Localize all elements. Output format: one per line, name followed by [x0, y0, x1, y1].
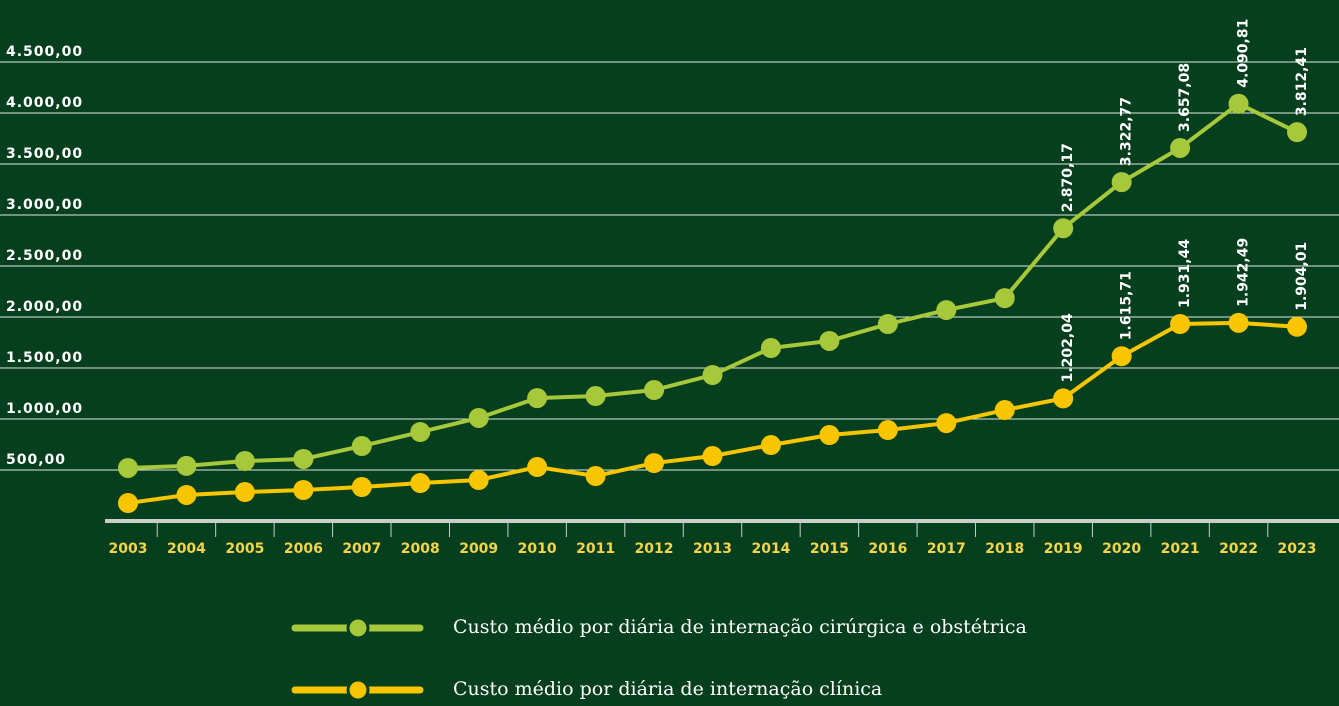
x-tick-label: 2011	[576, 541, 615, 557]
data-label: 1.931,44	[1177, 239, 1193, 308]
data-point	[527, 388, 548, 409]
x-tick-label: 2004	[167, 541, 206, 557]
data-label: 3.322,77	[1119, 97, 1135, 166]
data-point	[1287, 122, 1307, 143]
data-point	[819, 425, 840, 446]
data-point	[293, 448, 314, 469]
data-label: 1.615,71	[1119, 271, 1135, 340]
data-point	[468, 407, 489, 428]
data-point	[410, 473, 431, 494]
x-tick-label: 2018	[985, 541, 1024, 557]
data-point	[994, 400, 1015, 421]
x-tick-label: 2008	[401, 541, 440, 557]
data-point	[410, 422, 431, 443]
y-tick-label: 3.000,00	[6, 197, 83, 213]
x-tick-label: 2006	[284, 541, 323, 557]
x-tick-label: 2003	[109, 541, 148, 557]
data-point	[1170, 137, 1191, 158]
legend-marker	[346, 678, 370, 702]
data-point	[877, 420, 898, 441]
data-label: 2.870,17	[1060, 143, 1076, 212]
data-point	[293, 479, 314, 500]
data-label: 3.657,08	[1177, 63, 1193, 132]
data-point	[1053, 218, 1074, 239]
x-tick-label: 2009	[459, 541, 498, 557]
x-tick-label: 2015	[810, 541, 849, 557]
data-point	[527, 457, 548, 478]
y-tick-label: 2.000,00	[6, 299, 83, 315]
y-tick-label: 3.500,00	[6, 146, 83, 162]
y-tick-label: 500,00	[6, 452, 66, 468]
data-point	[760, 435, 781, 456]
x-tick-label: 2023	[1278, 541, 1317, 557]
y-tick-label: 4.500,00	[6, 44, 83, 60]
data-point	[702, 365, 723, 386]
legend-marker	[346, 616, 370, 640]
data-point	[585, 466, 606, 487]
x-tick-label: 2013	[693, 541, 732, 557]
data-point	[644, 380, 665, 401]
data-point	[994, 288, 1015, 309]
y-tick-label: 1.500,00	[6, 350, 83, 366]
legend-label: Custo médio por diária de internação cir…	[453, 616, 1027, 638]
x-tick-label: 2022	[1219, 541, 1258, 557]
y-tick-label: 4.000,00	[6, 95, 83, 111]
data-label: 1.904,01	[1294, 242, 1310, 311]
data-point	[819, 330, 840, 351]
data-point	[351, 436, 372, 457]
data-point	[1170, 313, 1191, 334]
data-point	[118, 457, 138, 478]
data-point	[118, 493, 138, 514]
data-label: 3.812,41	[1294, 47, 1310, 116]
data-point	[234, 451, 255, 472]
data-point	[877, 314, 898, 335]
x-tick-label: 2014	[751, 541, 790, 557]
x-tick-label: 2010	[518, 541, 557, 557]
x-tick-label: 2019	[1044, 541, 1083, 557]
data-label: 1.942,49	[1236, 238, 1252, 307]
data-point	[1111, 172, 1132, 193]
data-point	[1053, 388, 1074, 409]
y-tick-label: 1.000,00	[6, 401, 83, 417]
data-point	[1228, 93, 1249, 114]
legend-label: Custo médio por diária de internação clí…	[453, 678, 882, 700]
data-point	[176, 484, 197, 505]
data-point	[468, 469, 489, 490]
data-point	[351, 477, 372, 498]
data-label: 1.202,04	[1060, 313, 1076, 382]
data-point	[585, 386, 606, 407]
data-point	[644, 453, 665, 474]
x-tick-label: 2007	[342, 541, 381, 557]
data-point	[760, 338, 781, 359]
x-tick-label: 2016	[868, 541, 907, 557]
y-tick-label: 2.500,00	[6, 248, 83, 264]
data-point	[234, 482, 255, 503]
data-label: 4.090,81	[1236, 19, 1252, 88]
data-point	[176, 455, 197, 476]
x-tick-label: 2021	[1161, 541, 1200, 557]
data-point	[1228, 312, 1249, 333]
x-tick-label: 2012	[635, 541, 674, 557]
data-point	[1111, 346, 1132, 367]
data-point	[1287, 316, 1307, 337]
data-point	[936, 413, 957, 434]
x-tick-label: 2020	[1102, 541, 1141, 557]
data-point	[702, 446, 723, 467]
data-point	[936, 300, 957, 321]
x-tick-label: 2017	[927, 541, 966, 557]
x-tick-label: 2005	[225, 541, 264, 557]
